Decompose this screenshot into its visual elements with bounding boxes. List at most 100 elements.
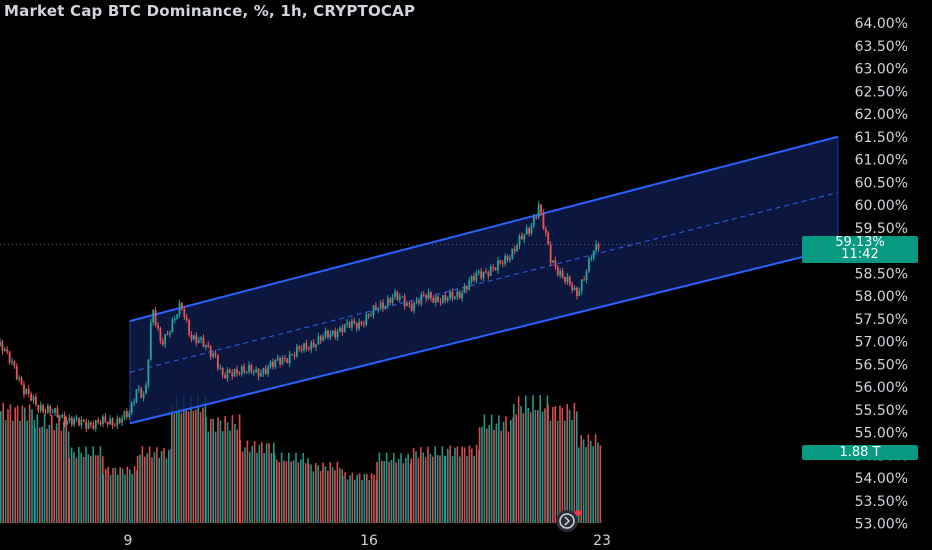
candle-body [549,244,552,263]
candle-body [185,317,188,321]
volume-bar [21,405,24,523]
volume-bar [9,404,12,523]
volume-bar [539,395,541,523]
bar-countdown: 11:42 [841,247,879,262]
candle-body [348,322,351,328]
candle-body [286,358,289,364]
candle-body [130,403,133,413]
volume-bar [183,395,185,523]
candle-body [585,271,588,280]
volume-bar [85,446,87,523]
volume-bar [498,415,500,523]
volume-bar [495,423,498,523]
volume-bar [192,410,195,523]
candle-body [283,357,286,359]
candle-body [370,314,372,316]
volume-bar [336,461,339,523]
price-tick-label: 60.50% [855,175,908,191]
candle-body [334,330,337,338]
volume-bar [297,462,300,523]
volume-bar [473,455,475,523]
candle-body [444,295,447,301]
volume-bar [327,470,329,523]
candle-body [319,336,322,341]
candle-body [125,411,128,417]
candle-body [360,321,363,324]
volume-bar [90,456,92,523]
candle-body [161,341,164,345]
candle-body [432,298,435,303]
candle-body [279,358,281,365]
candle-body [516,245,519,252]
candle-body [374,305,377,310]
volume-bar [351,472,354,523]
volume-bar [500,430,502,523]
volume-bar [117,474,119,523]
volume-bar [385,452,388,523]
volume-bar [346,479,349,523]
candle-body [61,415,64,418]
volume-bar [107,466,109,523]
volume-bar [537,410,539,523]
volume-bar [483,414,486,523]
volume-bar [475,444,478,523]
candle-body [231,372,234,377]
candle-body [173,318,176,320]
volume-bar [251,446,253,523]
candle-body [133,402,135,404]
candles-layer [0,200,600,433]
candle-body [461,293,463,299]
volume-bar [171,404,173,523]
candle-body [382,302,384,309]
volume-bar [493,429,495,523]
volume-bar [105,468,107,523]
volume-bar [559,405,561,523]
candle-body [451,291,454,299]
candle-body [219,367,222,369]
volume-bar [219,420,222,523]
volume-bar [185,408,187,523]
candle-body [35,396,37,405]
volume-bar [527,408,529,523]
candle-body [87,422,90,429]
candle-body [202,337,205,347]
candle-body [252,372,255,374]
price-tick-label: 57.00% [855,335,908,351]
candle-body [341,327,344,333]
candle-body [178,303,181,315]
volume-bar [16,405,19,523]
candle-body [406,303,408,307]
live-icon[interactable] [556,510,581,532]
volume-bar [121,468,124,523]
candle-body [248,365,250,372]
candle-body [513,248,516,252]
volume-bar [133,466,136,523]
volume-bar [136,455,139,523]
volume-bar [592,446,594,523]
price-tick-label: 62.50% [855,84,908,100]
candle-body [6,349,9,352]
volume-bar [12,420,14,523]
candle-body [147,359,150,386]
volume-bar [226,422,229,523]
volume-bar [173,413,175,523]
volume-bar [36,414,39,523]
volume-bar [180,412,183,523]
candle-body [324,330,327,337]
candle-body [300,348,303,351]
candle-body [468,280,471,290]
candle-body [272,361,274,367]
candle-body [544,228,547,233]
volume-bar [58,415,60,523]
volume-bar [28,404,31,523]
price-axis[interactable]: 64.00% 63.50% 63.00% 62.50% 62.00% 61.50% 61.0… [855,16,908,533]
candle-body [425,295,428,299]
time-tick-label: 9 [124,533,133,549]
candle-body [13,361,16,367]
volume-bar [87,454,90,523]
candle-body [221,367,224,376]
time-axis[interactable]: 9 16 23 [124,533,611,549]
candle-body [190,334,193,340]
volume-bar [510,420,512,523]
